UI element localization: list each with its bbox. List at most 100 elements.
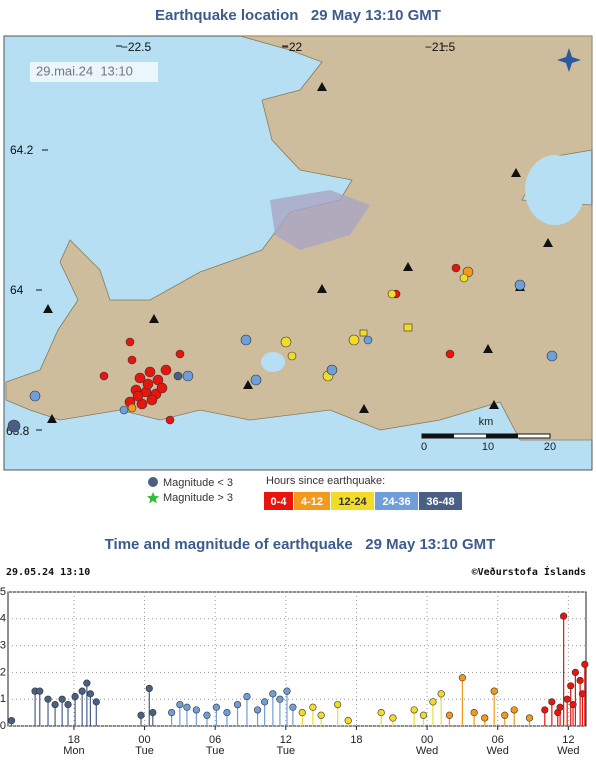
quake-point [92,698,100,706]
quake-point [567,682,575,690]
quake-point [233,700,242,709]
legend-label: Magnitude > 3 [163,492,233,504]
quake-point [149,708,157,717]
quake-point [576,676,584,685]
quake-point [470,708,478,717]
credit: ©Veðurstofa Íslands [472,565,586,578]
quake-point [309,703,317,711]
legend-class: 0-4 [271,496,288,508]
quake-point [243,692,251,701]
scale-bar: km 0 10 20 [421,416,556,453]
chart-timestamp: 29.05.24 13:10 [6,567,90,578]
legend-swatch [264,492,293,510]
quake-point [548,698,556,706]
quake-point [183,703,191,711]
x-tick-day: Tue [135,745,154,757]
y-tick-label: 4 [0,613,6,625]
quake-point [377,708,385,717]
legend-class: 12-24 [338,496,367,508]
x-tick-day: Wed [486,745,508,757]
quake-point [344,717,352,725]
quake-point [560,612,568,620]
x-tick-day: Tue [277,745,296,757]
plot-frame [7,591,587,727]
quake-point [429,698,437,706]
lat-label: 64.2 [10,143,34,157]
quake-point [298,708,306,717]
quake-point [192,706,200,714]
quake-point [569,700,577,709]
lava-field [270,190,370,250]
quake-point [501,711,509,719]
quake-point [203,711,211,719]
quake-point [145,684,153,693]
stations [43,82,553,423]
scale-unit: km [479,416,494,428]
x-tick-day: Mon [63,745,84,757]
x-tick-label: 18 [68,734,80,746]
lon-label: −22 [282,40,303,54]
map-title: Earthquake location 29 May 13:10 GMT [155,7,441,24]
quake-point [269,690,277,698]
legend-class: 36-48 [426,496,454,508]
quake-point [563,695,571,703]
quake-point [212,703,220,711]
legend-marker [147,492,159,504]
quake-point [490,687,498,695]
quake-point [317,711,325,719]
map: −22.5 −22 −21.5 64.2 64 63.8 29.mai.24 1… [3,35,593,471]
scale-label: 20 [544,441,556,453]
quake-point [510,706,518,714]
quake-point [389,714,397,722]
x-tick-day: Tue [206,745,225,757]
quake-point [44,695,52,703]
quake-point [86,690,95,698]
lat-label: 64 [10,283,24,297]
x-tick-label: 12 [280,734,292,746]
quake-point [283,687,291,695]
legend-swatch [331,492,374,510]
quake-point [78,687,86,695]
earthquakes [7,263,558,433]
quake-point [64,700,72,709]
x-tick-day: Wed [416,745,438,757]
quake-point [541,706,549,714]
quake-point [458,674,466,682]
x-tick-label: 00 [421,734,433,746]
legend-swatch [294,492,330,510]
y-tick-label: 1 [0,693,6,705]
quake-point [525,714,534,722]
y-tick-label: 0 [0,720,6,732]
scale-label: 10 [482,441,494,453]
quake-point [36,687,44,695]
quake-point [571,668,580,677]
x-tick-day: Wed [557,745,579,757]
lon-label: −22.5 [121,40,152,54]
x-tick-label: 00 [138,734,150,746]
quake-point [437,690,445,698]
legend-label: Magnitude < 3 [163,477,233,489]
legend-swatch [375,492,418,510]
lake [261,352,285,372]
quake-point [581,660,589,668]
y-tick-label: 3 [0,640,6,652]
x-tick-label: 18 [350,734,362,746]
quake-point [289,703,297,711]
quake-point [253,706,262,714]
legend: Magnitude < 3 Magnitude > 3 Hours since … [147,475,385,504]
quake-point [481,714,489,722]
quake-point [137,711,145,719]
x-tick-label: 12 [562,734,574,746]
quake-point [71,692,79,701]
quake-point [58,695,66,703]
legend-marker [148,477,158,487]
lake [525,155,585,225]
map-timestamp: 29.mai.24 13:10 [36,63,133,78]
quake-point [51,700,59,709]
legend-swatch [419,492,462,510]
timestamp-box [30,62,158,82]
quake-point [83,679,91,687]
quake-point [334,700,342,709]
quake-point [223,708,231,717]
quake-point [7,717,16,725]
